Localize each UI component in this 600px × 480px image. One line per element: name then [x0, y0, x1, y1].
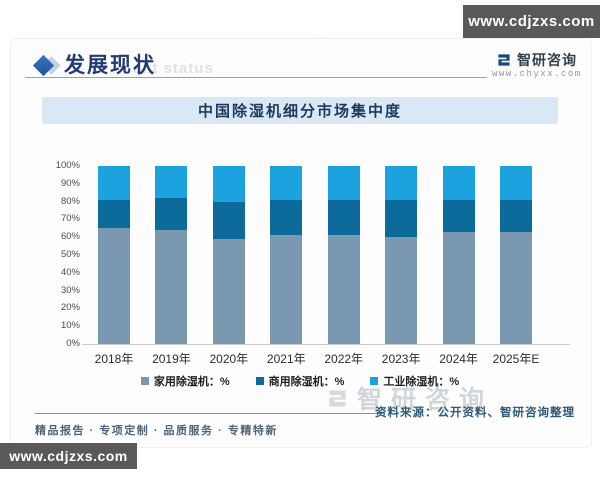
brand-logo: 智研咨询 [496, 50, 577, 70]
footer-divider [35, 413, 383, 414]
legend-item: 工业除湿机：% [370, 373, 459, 389]
legend-item: 商用除湿机：% [255, 373, 345, 389]
legend-label: 家用除湿机：% [153, 376, 230, 388]
legend-swatch [140, 377, 149, 385]
watermark-text: 智研咨询 [357, 386, 494, 414]
header-watermark-text: ent status [133, 60, 214, 77]
chart-title: 中国除湿机细分市场集中度 [42, 97, 558, 124]
legend-swatch [255, 377, 264, 385]
chart-legend: 家用除湿机：% 商用除湿机：% 工业除湿机：% [42, 374, 558, 388]
header-divider [25, 77, 487, 78]
legend-item: 家用除湿机：% [140, 373, 230, 389]
zhiyan-logo-icon [496, 52, 512, 68]
brand-name: 智研咨询 [517, 52, 577, 68]
diamond-icon [32, 54, 64, 77]
section-title: 发展现状 [64, 54, 156, 77]
legend-label: 商用除湿机：% [268, 376, 345, 388]
source-note: 资料来源：公开资料、智研咨询整理 [375, 407, 575, 419]
bottom-site-badge: www.cdjzxs.com [0, 443, 137, 469]
legend-label: 工业除湿机：% [383, 376, 460, 388]
top-site-badge: www.cdjzxs.com [463, 5, 600, 38]
footer-tagline: 精品报告 · 专项定制 · 品质服务 · 专精特新 [35, 425, 278, 437]
watermark-logo: 智研咨询 [326, 380, 493, 416]
legend-swatch [370, 377, 379, 385]
brand-url: www.chyxx.com [492, 69, 582, 79]
